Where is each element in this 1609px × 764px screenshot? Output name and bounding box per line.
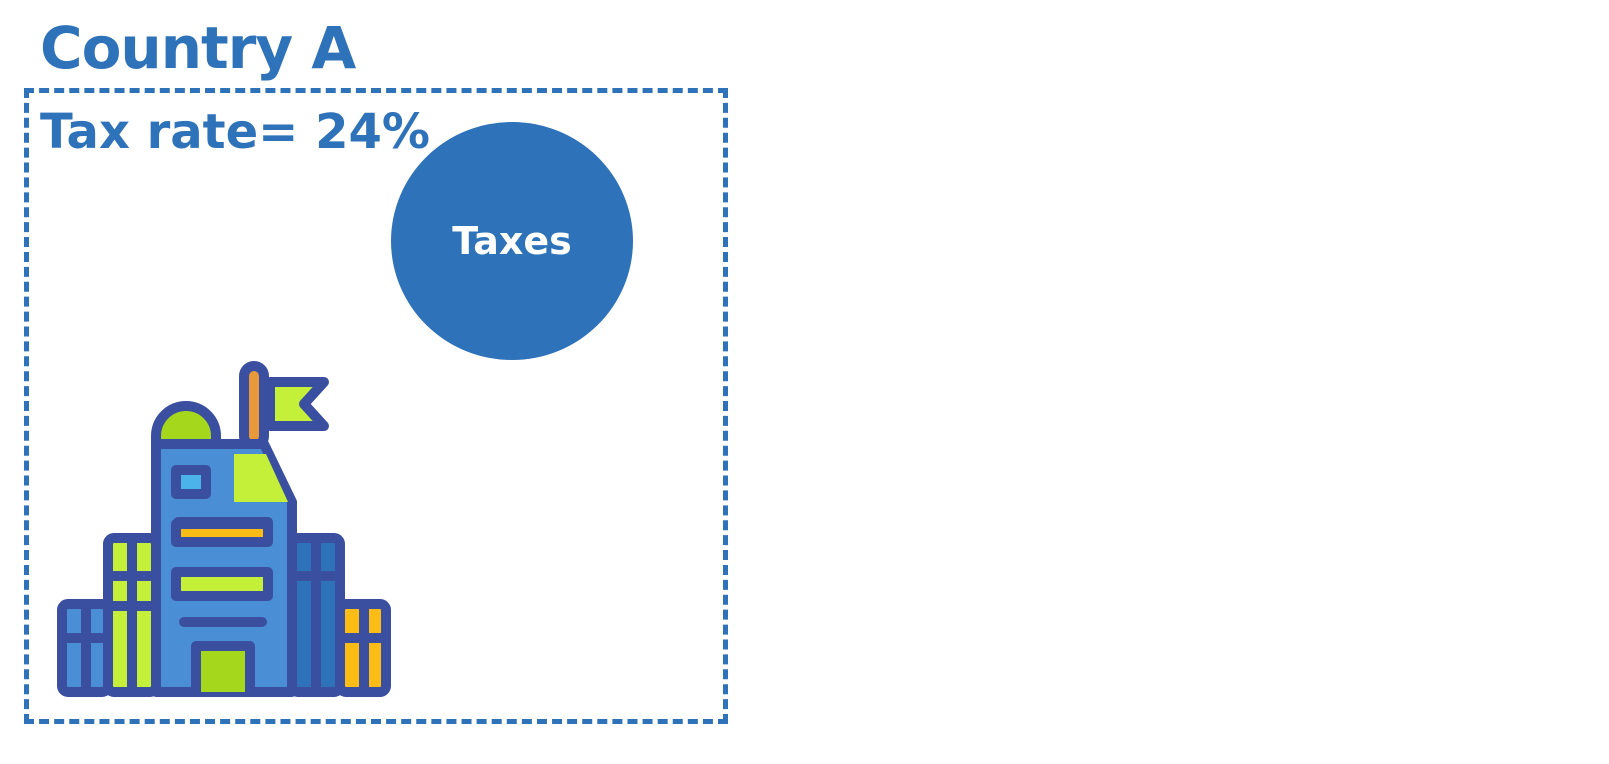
taxes-circle: Taxes — [391, 122, 633, 360]
country-frame — [24, 88, 728, 724]
tax-rate-label: Tax rate= 24% — [40, 104, 430, 160]
taxes-label: Taxes — [452, 219, 572, 263]
government-building-icon — [52, 356, 396, 698]
page-title: Country A — [40, 14, 356, 82]
